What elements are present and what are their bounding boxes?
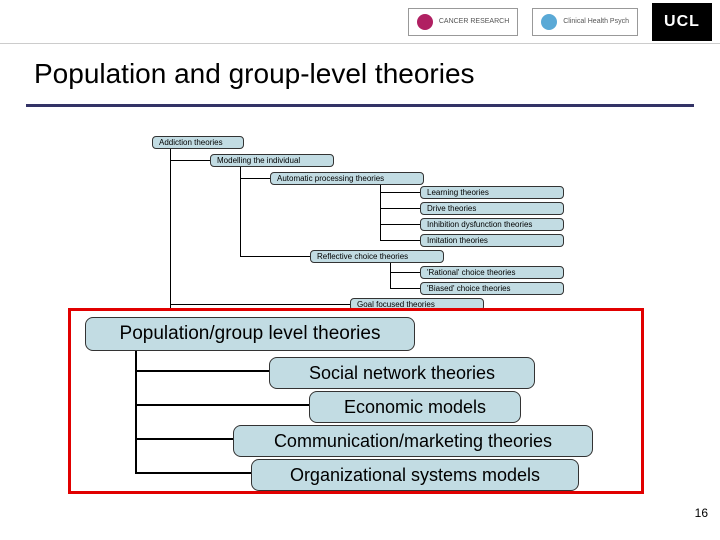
tree-connector — [170, 304, 350, 305]
highlight-node-econ: Economic models — [309, 391, 521, 423]
tree-connector — [240, 178, 270, 179]
tree-connector — [170, 148, 171, 308]
ucl-logo: UCL — [652, 3, 712, 41]
tree-connector — [240, 256, 310, 257]
sponsor-text-1: CANCER RESEARCH — [439, 18, 509, 25]
tree-connector — [170, 160, 210, 161]
header-bar: CANCER RESEARCH Clinical Health Psych UC… — [0, 0, 720, 44]
tree-connector — [380, 224, 420, 225]
highlight-node-org: Organizational systems models — [251, 459, 579, 491]
highlight-connector — [135, 370, 269, 372]
highlight-panel: Population/group level theories Social ne… — [68, 308, 644, 494]
title-rule — [26, 104, 694, 107]
sponsor-logo-1: CANCER RESEARCH — [408, 8, 518, 36]
highlight-connector — [135, 472, 251, 474]
tree-node-biased: 'Biased' choice theories — [420, 282, 564, 295]
tree-node-auto: Automatic processing theories — [270, 172, 424, 185]
page-number: 16 — [695, 506, 708, 520]
tree-connector — [240, 166, 241, 256]
tree-node-learn: Learning theories — [420, 186, 564, 199]
highlight-connector — [135, 438, 233, 440]
tree-connector — [390, 272, 420, 273]
highlight-node-comm: Communication/marketing theories — [233, 425, 593, 457]
tree-connector — [380, 208, 420, 209]
tree-connector — [380, 192, 420, 193]
sponsor-glyph-2 — [541, 14, 557, 30]
ucl-text: UCL — [664, 13, 700, 31]
highlight-node-pop: Population/group level theories — [85, 317, 415, 351]
sponsor-glyph-1 — [417, 14, 433, 30]
highlight-node-soc: Social network theories — [269, 357, 535, 389]
tree-node-root: Addiction theories — [152, 136, 244, 149]
tree-connector — [380, 240, 420, 241]
tree-connector — [390, 288, 420, 289]
tree-connector — [390, 262, 391, 288]
tree-node-drive: Drive theories — [420, 202, 564, 215]
sponsor-text-2: Clinical Health Psych — [563, 18, 629, 25]
tree-node-ration: 'Rational' choice theories — [420, 266, 564, 279]
highlight-connector — [135, 345, 137, 473]
slide-title: Population and group-level theories — [34, 58, 475, 90]
tree-node-imit: Imitation theories — [420, 234, 564, 247]
tree-node-refl: Reflective choice theories — [310, 250, 444, 263]
tree-node-indiv: Modelling the individual — [210, 154, 334, 167]
highlight-connector — [135, 404, 309, 406]
sponsor-logo-2: Clinical Health Psych — [532, 8, 638, 36]
tree-node-inhib: Inhibition dysfunction theories — [420, 218, 564, 231]
